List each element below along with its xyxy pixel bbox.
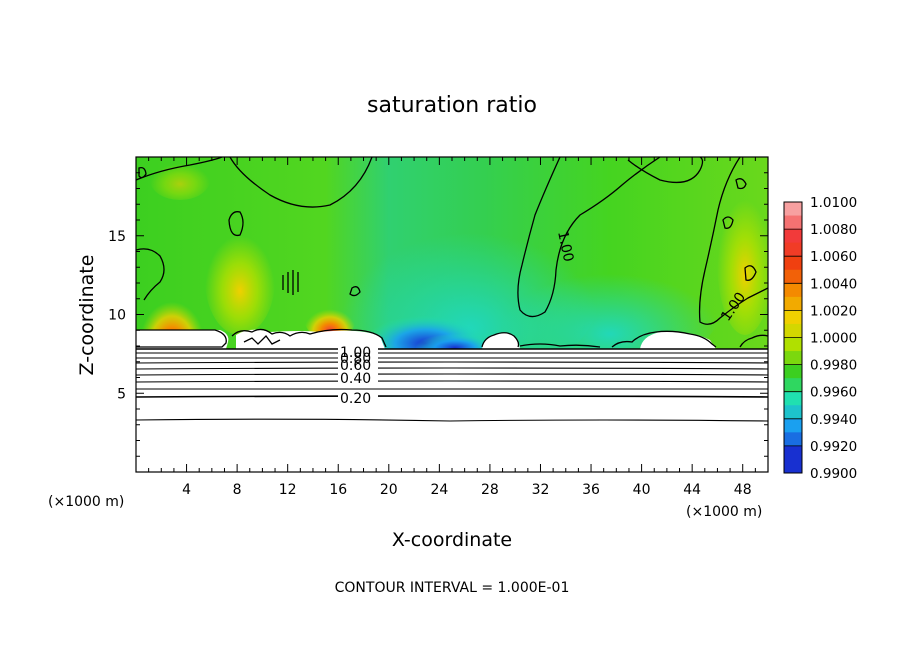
y-tick-label: 15 [108,229,126,245]
x-tick-label: 36 [582,482,600,498]
contour-labels: 1.00 0.80 0.60 0.40 0.20 1.00 1.00 [338,230,749,407]
colorbar-swatch [784,310,802,338]
y-tick-label: 10 [108,308,126,324]
horizontal-contours [136,348,768,422]
contour-label-0-20: 0.20 [340,391,371,407]
y-tick-label: 5 [117,386,126,402]
x-tick-labels: 4 8 12 16 20 24 28 32 36 40 44 48 [182,482,752,498]
colorbar-label: 0.9980 [810,358,857,374]
colorbar-label: 0.9920 [810,439,857,455]
y-axis-unit: (×1000 m) [48,494,124,510]
y-axis-ticks [136,172,768,457]
x-axis-unit: (×1000 m) [686,504,762,520]
x-tick-label: 48 [734,482,752,498]
x-tick-label: 16 [329,482,347,498]
chart-title: saturation ratio [367,93,537,118]
contour-lines-upper [136,157,768,325]
colorbar-label: 0.9900 [810,466,857,482]
colorbar-label: 1.0100 [810,195,857,211]
yellow-region-right [717,185,768,335]
x-tick-label: 20 [380,482,398,498]
colorbar-swatch [784,364,802,393]
colorbar-swatch [784,391,802,420]
cloud-base-contours [136,328,768,348]
colorbar-swatch-blend [784,351,802,365]
colorbar-label: 0.9940 [810,412,857,428]
contour-label-1-00: 1.00 [340,345,371,361]
colorbar-swatch-blend [784,215,802,230]
x-axis-ticks [148,157,756,472]
contour-interval-note: CONTOUR INTERVAL = 1.000E-01 [335,580,570,596]
contour-label-0-60: 0.60 [340,358,371,374]
colorbar-label: 0.9960 [810,385,857,401]
colorbar-label: 1.0000 [810,331,857,347]
white-gap-left [136,330,229,349]
colorbar-swatch-blend [784,242,802,257]
x-tick-label: 12 [279,482,297,498]
colorbar-swatch-blend [784,378,802,392]
yellow-spot-top [150,160,210,200]
colorbar-swatch-blend [784,405,802,419]
x-tick-label: 40 [633,482,651,498]
colorbar-label: 1.0060 [810,249,857,265]
y-axis-label: Z-coordinate [76,255,98,376]
contour-label-0-40: 0.40 [340,371,371,387]
contour-label-0-80: 0.80 [340,351,371,367]
colorbar-swatch [784,202,802,230]
colorbar: 1.0100 1.0080 1.0060 1.0040 1.0020 1.0000 0.99… [783,195,857,482]
colorbar-swatch [784,256,802,284]
colorbar-label: 1.0040 [810,276,857,292]
yellow-region-left [205,225,275,335]
colorbar-swatch-blend [784,323,802,338]
x-tick-label: 44 [683,482,701,498]
x-tick-label: 4 [182,482,191,498]
y-tick-labels: 5 10 15 [108,229,126,403]
white-gap-28 [482,332,520,349]
colorbar-label: 1.0080 [810,222,857,238]
x-tick-label: 24 [430,482,448,498]
colorbar-swatch [784,418,802,447]
colorbar-swatch-blend [784,432,802,446]
contour-label-1-00-mid: 1.00 [554,230,576,264]
colorbar-swatch [784,283,802,311]
colorbar-swatch [784,229,802,257]
colorbar-label: 1.0020 [810,303,857,319]
x-tick-label: 28 [481,482,499,498]
x-tick-label: 32 [532,482,550,498]
colorbar-swatch-blend [784,296,802,311]
colorbar-swatch-blend [784,269,802,284]
colorbar-swatch [784,445,802,474]
x-axis-label: X-coordinate [392,529,512,551]
colorbar-swatch [784,337,802,366]
plot-area [136,157,768,472]
x-tick-label: 8 [233,482,242,498]
lower-white-layer [136,349,768,472]
